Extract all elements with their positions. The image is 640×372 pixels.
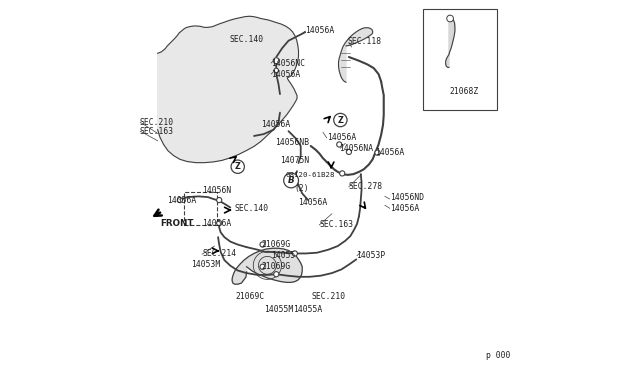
Circle shape: [260, 264, 265, 269]
Polygon shape: [339, 28, 372, 82]
Text: 14075N: 14075N: [280, 155, 309, 164]
Circle shape: [447, 15, 453, 22]
Text: Z: Z: [235, 162, 241, 171]
Text: 14053M: 14053M: [191, 260, 220, 269]
Text: 21068Z: 21068Z: [449, 87, 478, 96]
Text: 14055A: 14055A: [293, 305, 323, 314]
Text: 14056NC: 14056NC: [271, 59, 305, 68]
Text: p 000: p 000: [486, 351, 511, 360]
Circle shape: [346, 149, 351, 154]
Text: FRONT: FRONT: [160, 219, 193, 228]
Text: SEC.210: SEC.210: [139, 118, 173, 127]
Text: SEC.210: SEC.210: [312, 292, 346, 301]
Polygon shape: [445, 16, 455, 67]
Text: SEC.214: SEC.214: [202, 249, 236, 258]
Circle shape: [274, 68, 278, 73]
Text: 14056A: 14056A: [271, 70, 300, 79]
Circle shape: [273, 58, 279, 64]
Text: Z: Z: [337, 116, 343, 125]
Text: SEC.278: SEC.278: [349, 182, 383, 191]
Text: 21069C: 21069C: [236, 292, 265, 301]
Text: 14056A: 14056A: [167, 196, 196, 205]
Text: SEC.163: SEC.163: [319, 221, 353, 230]
Circle shape: [274, 272, 279, 277]
Bar: [423, 9, 497, 110]
Text: SEC.140: SEC.140: [234, 205, 268, 214]
Text: SEC.118: SEC.118: [348, 37, 382, 46]
Text: 14056NA: 14056NA: [339, 144, 373, 153]
Text: 14055M: 14055M: [264, 305, 293, 314]
Text: 14053P: 14053P: [356, 251, 385, 260]
Text: SEC.163: SEC.163: [139, 126, 173, 136]
Text: 08120-61B28: 08120-61B28: [286, 172, 335, 178]
Text: 14056ND: 14056ND: [390, 193, 424, 202]
Text: 14056A: 14056A: [326, 132, 356, 142]
Polygon shape: [157, 16, 298, 163]
Circle shape: [216, 198, 222, 203]
Text: SEC.140: SEC.140: [229, 35, 263, 44]
Bar: [184, 192, 217, 225]
Circle shape: [340, 171, 345, 176]
Text: 14056N: 14056N: [202, 186, 232, 195]
Text: B: B: [288, 176, 294, 185]
Text: 21069G: 21069G: [262, 240, 291, 249]
Circle shape: [284, 173, 298, 188]
Circle shape: [292, 251, 298, 256]
Text: 14056NB: 14056NB: [275, 138, 309, 147]
Circle shape: [333, 113, 347, 127]
Text: 14056A: 14056A: [390, 204, 419, 213]
Text: 14056A: 14056A: [305, 26, 335, 35]
Text: 14055: 14055: [271, 251, 296, 260]
Text: 14056A: 14056A: [298, 198, 327, 207]
Circle shape: [260, 242, 265, 247]
Circle shape: [177, 198, 182, 203]
Polygon shape: [232, 248, 302, 284]
Text: (2): (2): [295, 185, 309, 193]
Text: 14056A: 14056A: [202, 219, 232, 228]
Text: 14056A: 14056A: [260, 121, 290, 129]
Circle shape: [231, 160, 244, 173]
Circle shape: [375, 150, 380, 155]
Text: 14056A: 14056A: [375, 148, 404, 157]
Circle shape: [337, 142, 342, 147]
Circle shape: [216, 221, 222, 226]
Text: 21069G: 21069G: [262, 262, 291, 271]
